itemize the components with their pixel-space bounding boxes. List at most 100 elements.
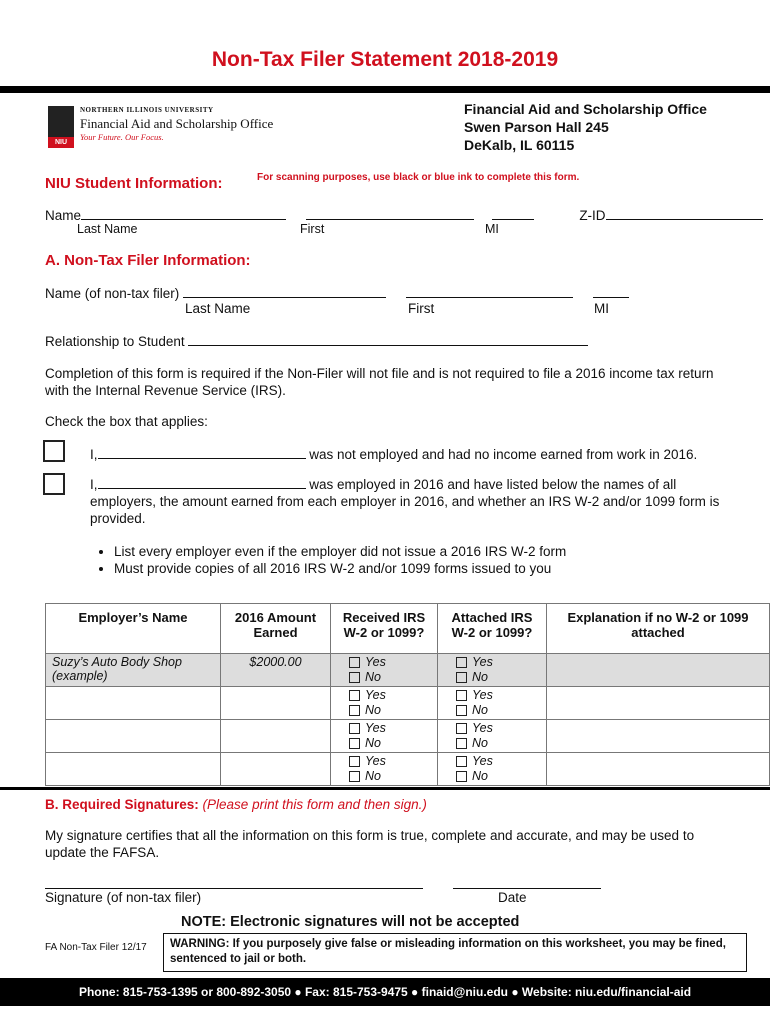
table-row: Yes No Yes No <box>45 752 770 786</box>
niu-logo-mark: NIU <box>48 106 74 148</box>
table-row: Yes No Yes No <box>45 719 770 753</box>
explanation-field[interactable] <box>546 686 770 720</box>
no-label: No <box>472 670 488 684</box>
no-label: No <box>472 769 488 783</box>
section-a-heading: A. Non-Tax Filer Information: <box>45 252 251 269</box>
yes-label: Yes <box>365 721 386 735</box>
no-label: No <box>365 769 381 783</box>
attached-cell: Yes No <box>437 653 547 687</box>
section-b-note: (Please print this form and then sign.) <box>202 797 427 812</box>
first-name-caption: First <box>300 222 325 236</box>
relationship-row: Relationship to Student <box>45 333 589 349</box>
yes-label: Yes <box>365 655 386 669</box>
niu-logo: NIU NORTHERN ILLINOIS UNIVERSITY Financi… <box>48 106 273 148</box>
col-header: 2016 Amount Earned <box>220 603 331 654</box>
amount-field[interactable] <box>220 719 331 753</box>
signature-field[interactable] <box>45 875 423 889</box>
no-checkbox[interactable] <box>456 738 467 750</box>
signature-label: Signature (of non-tax filer) <box>45 890 202 905</box>
relationship-field[interactable] <box>188 333 589 346</box>
logo-office: Financial Aid and Scholarship Office <box>80 116 274 131</box>
explanation-cell <box>546 653 770 687</box>
no-checkbox[interactable] <box>349 771 360 783</box>
received-cell: Yes No <box>330 686 438 720</box>
date-field[interactable] <box>453 875 601 889</box>
zid-label: Z-ID <box>579 208 606 223</box>
yes-label: Yes <box>472 688 493 702</box>
yes-label: Yes <box>365 754 386 768</box>
nonfiler-name-row: Name (of non-tax filer) <box>45 285 629 301</box>
no-label: No <box>365 703 381 717</box>
table-header-row: Employer’s Name 2016 Amount Earned Recei… <box>45 603 770 654</box>
received-cell: Yes No <box>330 653 438 687</box>
nonfiler-last-name-field[interactable] <box>183 285 387 298</box>
example-employer: Suzy’s Auto Body Shop (example) <box>45 653 221 687</box>
option1-name-field[interactable] <box>97 446 306 459</box>
name-label: Name <box>45 208 82 223</box>
yes-checkbox[interactable] <box>456 756 467 768</box>
no-checkbox[interactable] <box>456 672 467 684</box>
option2-text: was employed in 2016 and have listed bel… <box>90 477 720 526</box>
received-cell: Yes No <box>330 719 438 753</box>
yes-checkbox[interactable] <box>456 657 467 669</box>
student-first-name-field[interactable] <box>305 207 474 220</box>
check-label: Check the box that applies: <box>45 414 208 429</box>
divider <box>0 787 770 790</box>
bullet-item: List every employer even if the employer… <box>114 543 566 560</box>
employer-table: Employer’s Name 2016 Amount Earned Recei… <box>45 603 770 786</box>
nonfiler-mi-field[interactable] <box>592 285 629 298</box>
electronic-signature-note: NOTE: Electronic signatures will not be … <box>181 914 520 930</box>
employer-name-field[interactable] <box>45 686 221 720</box>
student-name-row: Name Z-ID <box>45 207 763 223</box>
no-label: No <box>365 736 381 750</box>
yes-checkbox[interactable] <box>349 756 360 768</box>
footer-contact: Phone: 815-753-1395 or 800-892-3050 ● Fa… <box>0 978 770 1006</box>
yes-checkbox[interactable] <box>349 690 360 702</box>
no-checkbox[interactable] <box>456 771 467 783</box>
option2-name-field[interactable] <box>97 476 306 489</box>
form-id: FA Non-Tax Filer 12/17 <box>45 942 147 953</box>
bullet-item: Must provide copies of all 2016 IRS W-2 … <box>114 560 566 577</box>
logo-tagline: Your Future. Our Focus. <box>80 132 164 142</box>
not-employed-checkbox[interactable] <box>43 440 65 462</box>
no-label: No <box>472 736 488 750</box>
office-address: Financial Aid and Scholarship Office Swe… <box>464 100 707 154</box>
page-title: Non-Tax Filer Statement 2018-2019 <box>211 48 559 71</box>
yes-label: Yes <box>472 721 493 735</box>
no-label: No <box>472 703 488 717</box>
explanation-field[interactable] <box>546 752 770 786</box>
col-header: Employer’s Name <box>45 603 221 654</box>
option1-text: was not employed and had no income earne… <box>309 447 698 462</box>
completion-text: Completion of this form is required if t… <box>45 366 714 398</box>
no-label: No <box>365 670 381 684</box>
warning-box: WARNING: If you purposely give false or … <box>163 933 747 972</box>
no-checkbox[interactable] <box>349 705 360 717</box>
first-name-caption: First <box>408 301 435 316</box>
no-checkbox[interactable] <box>349 672 360 684</box>
no-checkbox[interactable] <box>456 705 467 717</box>
amount-field[interactable] <box>220 752 331 786</box>
yes-label: Yes <box>365 688 386 702</box>
no-checkbox[interactable] <box>349 738 360 750</box>
explanation-field[interactable] <box>546 719 770 753</box>
yes-checkbox[interactable] <box>456 723 467 735</box>
last-name-caption: Last Name <box>77 222 138 236</box>
divider <box>0 86 770 93</box>
zid-field[interactable] <box>605 207 763 220</box>
yes-checkbox[interactable] <box>349 657 360 669</box>
yes-checkbox[interactable] <box>349 723 360 735</box>
received-cell: Yes No <box>330 752 438 786</box>
option1-prefix: I, <box>90 447 98 462</box>
section-b-heading-row: B. Required Signatures: (Please print th… <box>45 797 427 812</box>
date-label: Date <box>498 890 527 905</box>
yes-checkbox[interactable] <box>456 690 467 702</box>
employed-checkbox[interactable] <box>43 473 65 495</box>
student-last-name-field[interactable] <box>81 207 287 220</box>
student-mi-field[interactable] <box>491 207 534 220</box>
amount-field[interactable] <box>220 686 331 720</box>
employer-name-field[interactable] <box>45 719 221 753</box>
nonfiler-first-name-field[interactable] <box>405 285 573 298</box>
employer-name-field[interactable] <box>45 752 221 786</box>
attached-cell: Yes No <box>437 752 547 786</box>
mi-caption: MI <box>594 301 609 316</box>
